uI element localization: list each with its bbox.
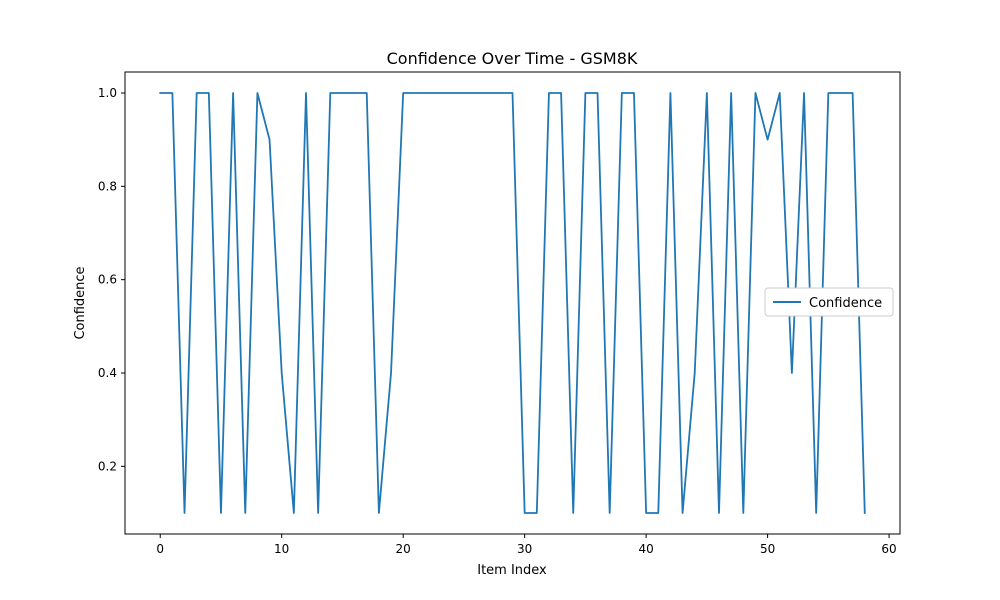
legend: Confidence xyxy=(764,287,894,317)
x-tick-label: 30 xyxy=(517,542,532,556)
y-tick-label: 0.8 xyxy=(98,179,117,193)
x-axis-ticks: 0 10 20 30 40 50 60 xyxy=(156,534,897,556)
y-tick-label: 0.2 xyxy=(98,459,117,473)
y-tick-label: 1.0 xyxy=(98,86,117,100)
x-tick-label: 50 xyxy=(760,542,775,556)
series-line-confidence xyxy=(159,92,866,514)
plot-area xyxy=(159,92,866,514)
x-tick-label: 40 xyxy=(638,542,653,556)
y-tick-label: 0.6 xyxy=(98,273,117,287)
y-axis-ticks: 0.2 0.4 0.6 0.8 1.0 xyxy=(98,86,125,473)
y-axis-label: Confidence xyxy=(73,266,88,339)
x-tick-label: 0 xyxy=(156,542,164,556)
y-tick-label: 0.4 xyxy=(98,366,117,380)
chart-title: Confidence Over Time - GSM8K xyxy=(387,49,638,68)
axes-frame xyxy=(124,71,901,535)
x-axis-label: Item Index xyxy=(477,563,547,578)
legend-label-confidence: Confidence xyxy=(809,296,882,311)
x-tick-label: 20 xyxy=(396,542,411,556)
x-tick-label: 10 xyxy=(274,542,289,556)
x-tick-label: 60 xyxy=(881,542,896,556)
legend-box xyxy=(764,287,894,317)
